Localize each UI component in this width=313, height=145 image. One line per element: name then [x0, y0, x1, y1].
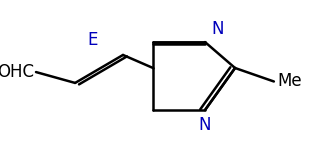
Text: N: N: [199, 116, 211, 134]
Text: N: N: [211, 20, 224, 38]
Text: OHC: OHC: [0, 63, 34, 81]
Text: Me: Me: [277, 72, 302, 90]
Text: E: E: [88, 31, 98, 49]
